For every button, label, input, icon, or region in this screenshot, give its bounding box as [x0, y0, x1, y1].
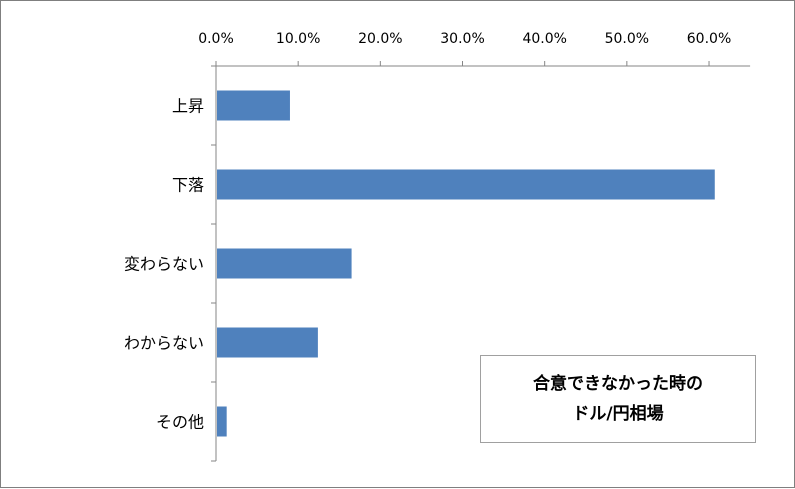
- labels: 0.0% 10.0% 20.0% 30.0% 40.0% 50.0% 60.0% 上昇下落変わ…: [124, 31, 731, 432]
- category-label: 変わらない: [124, 255, 204, 274]
- category-label: 下落: [172, 176, 204, 195]
- x-tick-label: 30.0%: [440, 31, 484, 47]
- x-tick-label: 10.0%: [276, 31, 320, 47]
- x-tick-label: 40.0%: [522, 31, 566, 47]
- axes: [211, 61, 751, 462]
- chart-title: 合意できなかった時の ドル/円相場: [533, 374, 703, 424]
- bar: [217, 169, 715, 200]
- category-label: 上昇: [172, 97, 204, 116]
- bar: [217, 90, 290, 121]
- bar: [217, 406, 227, 437]
- x-tick-label: 50.0%: [605, 31, 649, 47]
- category-label: わからない: [124, 334, 204, 353]
- category-label: その他: [156, 413, 204, 432]
- x-tick-label: 20.0%: [358, 31, 402, 47]
- bar: [217, 248, 352, 279]
- bar: [217, 327, 318, 358]
- bars: [217, 90, 715, 437]
- x-tick-label: 0.0%: [198, 31, 234, 47]
- x-tick-label: 60.0%: [687, 31, 731, 47]
- chart-title-box: 合意できなかった時の ドル/円相場: [480, 355, 756, 443]
